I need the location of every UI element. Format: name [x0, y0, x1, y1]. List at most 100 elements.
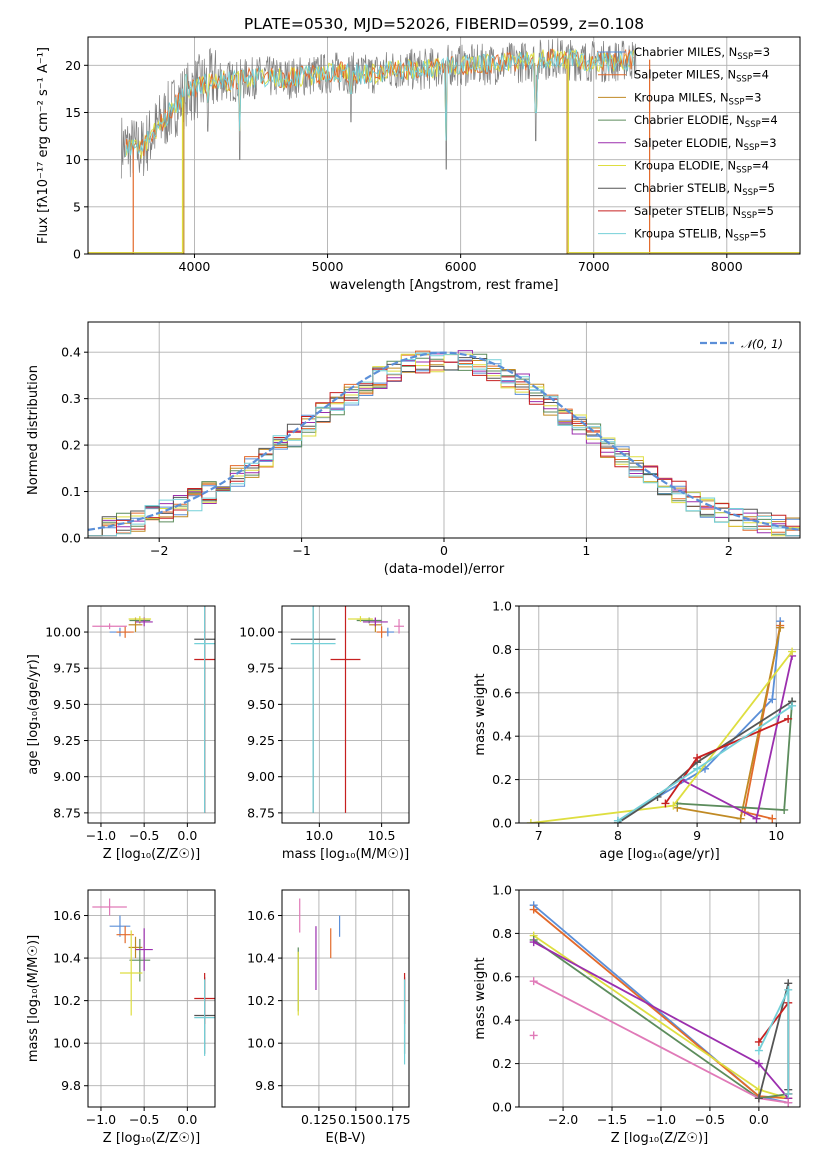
legend-subscript: SSP — [736, 166, 752, 176]
y-tick-label: 10.2 — [247, 993, 275, 1008]
point-marker — [613, 816, 622, 823]
x-tick-label: 0.0 — [177, 828, 197, 843]
legend-value: =5 — [749, 227, 766, 241]
axes-frame — [87, 605, 216, 824]
y-tick-label: 9.50 — [247, 697, 275, 712]
legend-value: =3 — [744, 90, 761, 104]
y-tick-label: 0.2 — [61, 438, 81, 453]
y-axis-label: Normed distribution — [26, 365, 41, 495]
y-tick-label: 8.75 — [247, 805, 275, 820]
y-tick-label: 1.0 — [492, 599, 512, 614]
y-tick-label: 0.2 — [492, 1056, 512, 1071]
y-tick-label: 0.6 — [492, 685, 512, 700]
point-marker — [661, 799, 670, 808]
y-tick-label: 9.8 — [255, 1078, 275, 1093]
point-marker — [754, 1046, 763, 1055]
legend-value: =4 — [752, 68, 769, 82]
x-axis-label: wavelength [Angstrom, rest frame] — [330, 278, 559, 293]
legend-subscript: SSP — [745, 120, 761, 130]
x-tick-label: −0.5 — [129, 1112, 159, 1127]
point-marker — [529, 938, 538, 947]
y-tick-label: 0.4 — [492, 1013, 512, 1028]
point-marker — [784, 714, 793, 723]
y-tick-label: 0.8 — [492, 642, 512, 657]
y-tick-label: 10.4 — [53, 951, 81, 966]
legend-value: =5 — [757, 204, 774, 218]
plot-area — [297, 898, 406, 1065]
legend-entry: Kroupa MILES, NSSP=3 — [634, 90, 761, 107]
point-marker — [693, 764, 702, 773]
histogram-step — [88, 357, 800, 537]
legend-value: =4 — [761, 113, 778, 127]
x-tick-label: 0.175 — [375, 1112, 411, 1127]
legend-subscript: SSP — [736, 75, 752, 85]
axes-frame — [518, 605, 801, 824]
chart-panel-spectrum: 4000 5000 6000 7000 8000 0 5 10 15 20 wavelength [… — [36, 36, 801, 293]
point-marker — [529, 977, 538, 986]
legend-entry: Chabrier MILES, NSSP=3 — [634, 45, 770, 62]
weight-line — [617, 621, 782, 822]
x-tick-label: 7 — [535, 828, 543, 843]
x-tick-label: 0.125 — [301, 1112, 337, 1127]
point-marker — [784, 985, 793, 994]
point-marker — [784, 1098, 793, 1107]
y-axis-label: mass weight — [473, 673, 488, 755]
weight-line — [617, 700, 793, 823]
y-tick-label: 0 — [73, 247, 81, 262]
figure-title: PLATE=0530, MJD=52026, FIBERID=0599, z=0… — [244, 15, 644, 33]
plot-area — [290, 606, 405, 813]
x-tick-label: 0 — [440, 543, 448, 558]
point-marker — [529, 1031, 538, 1040]
y-tick-label: 0.0 — [492, 1100, 512, 1115]
x-tick-label: −0.5 — [695, 1112, 725, 1127]
point-marker — [529, 905, 538, 914]
y-tick-label: 0.8 — [492, 926, 512, 941]
legend-entry: 𝒩(0, 1) — [741, 337, 783, 351]
x-tick-label: 7000 — [578, 259, 610, 274]
x-tick-label: −1.0 — [646, 1112, 676, 1127]
y-tick-label: 10.6 — [247, 908, 275, 923]
point-marker — [754, 1037, 763, 1046]
x-tick-label: −1.0 — [86, 1112, 116, 1127]
legend-entry: Salpeter STELIB, NSSP=5 — [634, 204, 774, 221]
y-axis-label: mass weight — [473, 957, 488, 1039]
point-marker — [768, 695, 777, 704]
x-tick-label: 8 — [614, 828, 622, 843]
legend-subscript: SSP — [729, 97, 745, 107]
axes-frame — [518, 889, 801, 1108]
spectrum-model-line — [124, 48, 634, 157]
x-axis-label: age [log₁₀(age/yr)] — [599, 847, 720, 862]
legend-value: =3 — [753, 45, 770, 59]
x-tick-label: −2 — [150, 543, 168, 558]
y-tick-label: 9.75 — [247, 661, 275, 676]
point-marker — [776, 623, 785, 632]
legend-entry: Salpeter ELODIE, NSSP=3 — [634, 136, 777, 153]
histogram-step — [88, 352, 800, 537]
x-axis-label: mass [log₁₀(M/M☉)] — [282, 847, 409, 862]
plot-area — [92, 606, 215, 813]
legend-entry: Chabrier STELIB, NSSP=5 — [634, 181, 775, 198]
plot-area — [526, 617, 797, 823]
x-tick-label: 5000 — [312, 259, 344, 274]
x-axis-label: Z [log₁₀(Z/Z☉)] — [611, 1131, 708, 1146]
y-tick-label: 9.75 — [53, 661, 81, 676]
point-marker — [693, 753, 702, 762]
chart-panel-age_vs_mass: 10.0 10.5 8.75 9.00 9.25 9.50 9.75 10.00 mass [l… — [239, 605, 410, 862]
y-tick-label: 8.75 — [53, 805, 81, 820]
histogram-step — [88, 353, 800, 537]
x-axis-label: (data-model)/error — [384, 562, 505, 577]
point-marker — [754, 1094, 763, 1103]
y-tick-label: 0.4 — [61, 345, 81, 360]
legend-value: =3 — [760, 136, 777, 150]
point-marker — [780, 805, 789, 814]
chart-panel-age_vs_Z: −1.0 −0.5 0.0 8.75 9.00 9.25 9.50 9.75 10.00 Z [l… — [26, 605, 216, 862]
x-tick-label: −2.0 — [548, 1112, 578, 1127]
plot-area — [529, 901, 793, 1107]
legend-value: =5 — [758, 181, 775, 195]
legend-subscript: SSP — [741, 211, 757, 221]
x-tick-label: 8000 — [711, 259, 743, 274]
x-tick-label: 0.0 — [749, 1112, 769, 1127]
axes-frame — [87, 36, 801, 255]
y-tick-label: 9.25 — [53, 733, 81, 748]
